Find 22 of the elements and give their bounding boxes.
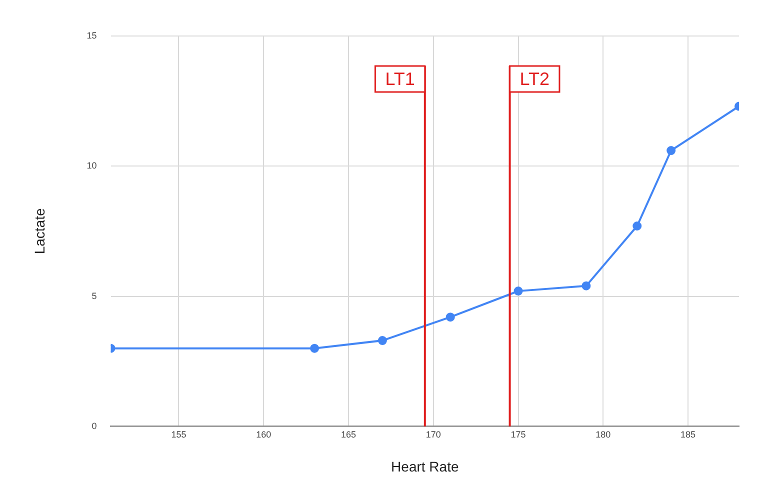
- x-tick-label: 175: [510, 429, 526, 440]
- x-tick-label: 155: [171, 429, 186, 440]
- x-tick-label: 180: [596, 429, 611, 440]
- x-tick-label: 185: [680, 429, 696, 440]
- y-tick-label: 15: [86, 30, 97, 40]
- x-tick-label: 160: [256, 429, 272, 440]
- point: [582, 281, 591, 290]
- ref-line-label: LT2: [520, 68, 550, 89]
- x-tick-label: 170: [426, 429, 441, 440]
- y-tick-label: 0: [92, 420, 97, 431]
- y-axis-title: Lactate: [31, 208, 48, 254]
- y-tick-label: 10: [86, 160, 97, 171]
- point: [310, 344, 320, 353]
- x-axis-title: Heart Rate: [391, 458, 459, 474]
- point: [378, 336, 387, 346]
- point: [632, 221, 642, 230]
- ref-line-label: LT1: [385, 68, 415, 89]
- x-tick-label: 165: [340, 429, 356, 440]
- point: [666, 146, 676, 156]
- point: [446, 312, 455, 322]
- y-tick-label: 5: [92, 290, 97, 301]
- point: [514, 286, 523, 296]
